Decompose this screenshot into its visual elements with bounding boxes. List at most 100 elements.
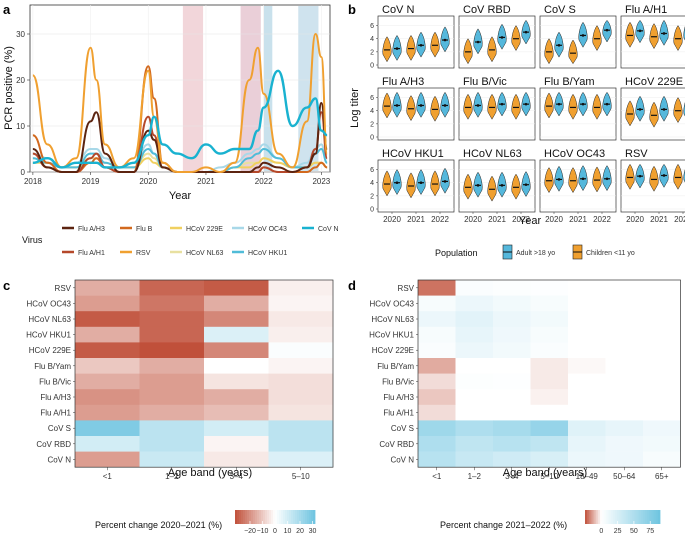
panel-c-colorbar-step [281, 510, 284, 524]
violin-point [524, 102, 528, 106]
violin-point [557, 102, 561, 106]
heatmap-cell [455, 404, 494, 421]
heatmap-cell [139, 311, 205, 328]
panel-c-colorbar-step [253, 510, 256, 524]
legend-label: HCoV OC43 [248, 226, 287, 233]
facet-y-tick-label: 0 [370, 135, 374, 142]
violin-child [487, 175, 497, 202]
shaded-period [298, 6, 319, 171]
panel-d-legend-title: Percent change 2021–2022 (%) [440, 520, 567, 530]
heatmap-cell [204, 451, 269, 468]
violin-child [463, 93, 473, 120]
facet-title: CoV RBD [463, 4, 511, 16]
violin-child [406, 172, 416, 199]
y-tick-label: 0 [21, 168, 26, 177]
heatmap-col-label: 18–49 [576, 472, 599, 481]
panel-c-colorbar-step [257, 510, 260, 524]
heatmap-cell [568, 358, 606, 374]
legend-label: Flu A/H3 [78, 226, 105, 233]
panel-c-colorbar-step [235, 510, 238, 524]
heatmap-cell [605, 389, 644, 406]
heatmap-cell [605, 373, 644, 390]
panel-b-xlabel: Year [519, 215, 542, 227]
heatmap-cell [418, 436, 456, 452]
facet-x-tick-label: 2020 [383, 215, 401, 224]
violin-child [544, 92, 554, 119]
heatmap-cell [530, 436, 569, 452]
shaded-period [182, 6, 204, 171]
legend-label: HCoV 229E [186, 226, 223, 233]
facet-x-tick-label: 2022 [512, 215, 530, 224]
violin-point [524, 183, 528, 186]
heatmap-cell [139, 358, 205, 374]
facet-y-tick-label: 0 [370, 63, 374, 70]
panel-a-legend: Flu A/H3 Flu B HCoV 229E HCoV OC43 CoV N Flu … [62, 226, 339, 257]
panel-d-colorbar-step [620, 510, 623, 524]
panel-d-colorbar-label: 75 [646, 528, 654, 535]
violin-child [430, 170, 440, 197]
heatmap-cell [493, 311, 531, 328]
violin-point [524, 30, 528, 34]
panel-d-colorbar-label: 50 [630, 528, 638, 535]
violin-child [673, 163, 683, 190]
heatmap-cell [204, 373, 269, 390]
panel-d-colorbar-step [628, 510, 631, 524]
panel-c-label: c [3, 278, 10, 293]
heatmap-cell [643, 436, 681, 452]
heatmap-cell [530, 311, 569, 328]
violin-point [581, 177, 585, 181]
heatmap-row-label: Flu B/Yam [377, 362, 414, 371]
heatmap-col-label: 1–2 [165, 472, 179, 481]
facet-frame [377, 87, 455, 141]
heatmap-cell [455, 326, 494, 343]
heatmap-cell [493, 342, 531, 359]
panel-c-colorbar-step [307, 510, 310, 524]
facet-title: Flu B/Yam [544, 76, 595, 88]
heatmap-cell [568, 342, 606, 359]
heatmap-row-label: HCoV HKU1 [26, 331, 71, 340]
panel-c-legend-title: Percent change 2020–2021 (%) [95, 520, 222, 530]
heatmap-cell [75, 451, 140, 468]
heatmap-cell [204, 280, 269, 296]
violin-child [649, 23, 659, 50]
violin-child [625, 163, 635, 190]
heatmap-cell [268, 420, 334, 437]
heatmap-cell [455, 436, 494, 452]
violin-child [487, 93, 497, 120]
panel-d-colorbar-step [600, 510, 603, 524]
violin-point [443, 180, 447, 183]
heatmap-cell [418, 420, 456, 437]
heatmap-cell [530, 358, 569, 374]
violin-point [443, 104, 447, 107]
series-line-cov-n [32, 69, 328, 169]
heatmap-cell [455, 358, 494, 374]
heatmap-cell [530, 389, 569, 406]
heatmap-cell [530, 404, 569, 421]
y-tick-label: 30 [16, 30, 25, 39]
panel-c-colorbar-step [309, 510, 312, 524]
heatmap-cell [530, 295, 569, 312]
heatmap-cell [568, 295, 606, 312]
x-tick-label: 2019 [82, 177, 100, 186]
panel-c-colorbar-label: −20 [244, 528, 256, 535]
heatmap-row-label: Flu B/Vic [39, 377, 71, 386]
heatmap-row-label: HCoV NL63 [371, 315, 414, 324]
heatmap-cell [455, 311, 494, 328]
panel-c-colorbar-step [293, 510, 296, 524]
heatmap-cell [568, 404, 606, 421]
panel-c-colorbar-step [313, 510, 316, 524]
panel-d-colorbar-step [652, 510, 655, 524]
heatmap-cell [530, 420, 569, 437]
panel-d-colorbar-step [639, 510, 642, 524]
panel-c-colorbar-step [283, 510, 286, 524]
facet-x-tick-label: 2021 [488, 215, 506, 224]
heatmap-cell [455, 295, 494, 312]
heatmap-row-label: HCoV OC43 [370, 299, 415, 308]
panel-d-colorbar-step [633, 510, 637, 524]
panel-c-colorbar-step [261, 510, 264, 524]
heatmap-cell [568, 420, 606, 437]
panel-c-colorbar-step [279, 510, 282, 524]
heatmap-cell [268, 436, 334, 452]
facet-title: HCoV OC43 [544, 148, 605, 160]
facet-title: HCoV HKU1 [382, 148, 444, 160]
